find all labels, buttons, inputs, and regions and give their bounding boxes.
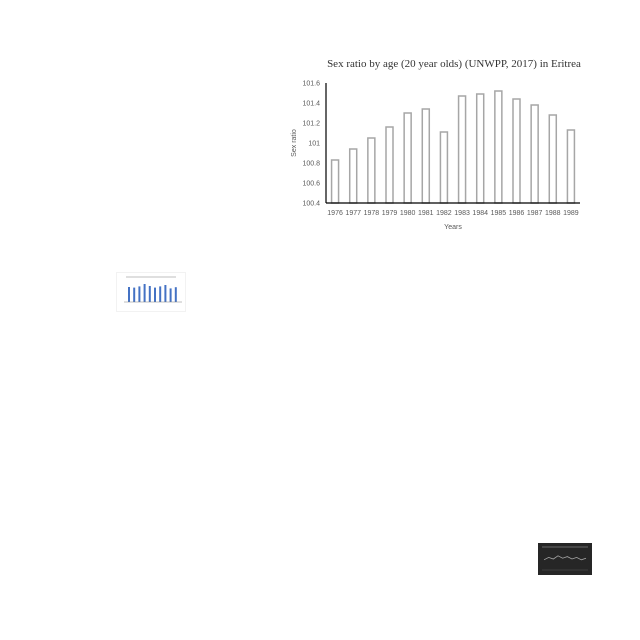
bar-series xyxy=(330,90,576,204)
x-tick-label: 1987 xyxy=(527,210,543,217)
thumbnail-bar-chart[interactable] xyxy=(116,272,186,312)
bar xyxy=(348,148,358,204)
x-tick-label: 1986 xyxy=(509,210,525,217)
bar xyxy=(421,108,431,204)
x-axis-ticks: 1976 1977 1978 1979 1980 1981 1982 1983 1984 1985… xyxy=(327,210,579,217)
thumbnail-line-chart[interactable] xyxy=(538,543,592,575)
y-tick-label: 101 xyxy=(308,141,320,148)
x-tick-label: 1977 xyxy=(345,210,361,217)
x-tick-label: 1979 xyxy=(382,210,398,217)
y-tick-label: 101.6 xyxy=(302,81,320,88)
bar xyxy=(530,104,539,204)
bar xyxy=(566,129,576,204)
thumbnail-bar xyxy=(128,287,130,302)
y-axis-label: Sex ratio xyxy=(291,129,298,157)
x-tick-label: 1988 xyxy=(545,210,561,217)
thumbnail-bar xyxy=(148,286,151,302)
x-tick-label: 1982 xyxy=(436,210,452,217)
x-tick-label: 1985 xyxy=(491,210,507,217)
thumbnail-bar xyxy=(133,287,136,302)
thumbnail-bar xyxy=(174,287,177,302)
x-tick-label: 1984 xyxy=(472,210,488,217)
y-tick-label: 101.4 xyxy=(302,101,320,108)
bar xyxy=(385,126,394,204)
x-tick-label: 1978 xyxy=(364,210,380,217)
bar xyxy=(457,95,467,204)
x-tick-label: 1980 xyxy=(400,210,416,217)
y-tick-label: 100.4 xyxy=(302,201,320,208)
thumbnail-bar xyxy=(164,285,167,302)
bar xyxy=(330,159,340,204)
x-tick-label: 1976 xyxy=(327,210,343,217)
thumbnail-bar xyxy=(159,286,162,302)
thumbnail-bar xyxy=(169,288,172,302)
x-tick-label: 1989 xyxy=(563,210,579,217)
x-axis-label: Years xyxy=(444,224,462,231)
bar xyxy=(512,98,521,204)
chart-title: Sex ratio by age (20 year olds) (UNWPP, … xyxy=(327,58,581,70)
bar xyxy=(367,137,376,204)
bar xyxy=(475,93,485,204)
thumbnail-line-chart-graphic xyxy=(542,546,588,571)
bar xyxy=(403,112,412,204)
y-tick-label: 100.6 xyxy=(302,181,320,188)
bar xyxy=(494,90,503,204)
y-tick-label: 101.2 xyxy=(302,121,320,128)
y-tick-label: 100.8 xyxy=(302,161,320,168)
x-tick-label: 1983 xyxy=(454,210,470,217)
x-tick-label: 1981 xyxy=(418,210,434,217)
y-axis-ticks: 100.4 100.6 100.8 101 101.2 101.4 101.6 xyxy=(302,81,320,208)
thumbnail-bar xyxy=(138,286,141,302)
bar xyxy=(548,114,558,204)
thumbnail-bar xyxy=(154,287,156,302)
thumbnail-bar-chart-graphic xyxy=(116,272,186,312)
bar xyxy=(439,131,449,204)
thumbnail-bar xyxy=(143,284,146,302)
